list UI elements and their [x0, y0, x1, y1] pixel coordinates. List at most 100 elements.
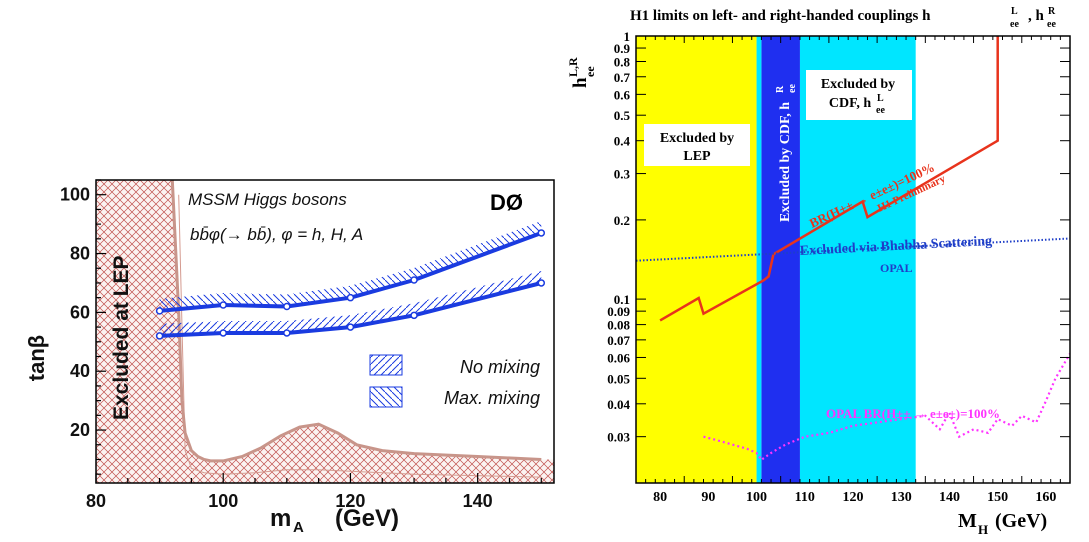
data-point	[537, 279, 546, 287]
y-tick-label: 0.9	[614, 41, 631, 56]
opal-br-curve	[703, 353, 1070, 462]
svg-text:ee: ee	[876, 105, 885, 116]
exclusion-band-1	[761, 36, 800, 483]
svg-text:L,R: L,R	[566, 57, 580, 77]
y-tick-label: 0.5	[614, 108, 631, 123]
data-point	[410, 311, 418, 320]
svg-text:Excluded by: Excluded by	[821, 77, 895, 92]
x-tick-label: 120	[335, 491, 365, 511]
svg-text:ee: ee	[1010, 19, 1019, 30]
legend-max-mixing: Max. mixing	[444, 388, 540, 408]
band-label-lep: Excluded by LEP	[644, 124, 750, 166]
y-tick-label: 0.03	[607, 430, 630, 445]
data-point	[155, 332, 164, 340]
x-tick-label: 100	[746, 490, 767, 505]
svg-text:H: H	[978, 522, 988, 537]
legend-swatch-no-mixing	[369, 354, 403, 376]
data-point	[283, 302, 291, 311]
left-experiment-label: DØ	[490, 190, 523, 215]
right-x-axis-label: M H (GeV)	[958, 510, 1047, 537]
svg-text:L: L	[1011, 6, 1018, 17]
y-tick-label: 0.1	[614, 292, 630, 307]
series-line-no-mixing	[159, 281, 542, 338]
legend-swatch-max-mixing	[369, 386, 403, 408]
y-tick-label: 40	[70, 361, 90, 381]
svg-text:OPAL: OPAL	[880, 261, 912, 275]
y-tick-label: 0.07	[607, 333, 630, 348]
svg-text:ee: ee	[583, 66, 597, 77]
y-tick-label: 80	[70, 244, 90, 264]
svg-text:h: h	[570, 77, 591, 88]
data-point	[155, 307, 164, 315]
data-point	[219, 301, 227, 309]
right-title: H1 limits on left- and right-handed coup…	[630, 6, 1056, 30]
left-x-axis-label: m A (GeV)	[270, 505, 399, 536]
svg-text:Excluded by CDF, h: Excluded by CDF, h	[778, 102, 793, 222]
svg-text:L: L	[877, 93, 884, 104]
x-tick-label: 140	[463, 491, 493, 511]
band-label-cdf-hl: Excluded by CDF, h L ee	[806, 70, 912, 120]
band-label-cdf-hr: Excluded by CDF, h R ee	[775, 84, 798, 222]
excluded-band-no-mixing	[159, 271, 542, 336]
left-chart: 80 100 120 140 20 40 60 80 100 MSSM Higgs bosons…	[24, 179, 555, 536]
data-point	[283, 329, 291, 337]
y-tick-label: 0.2	[614, 213, 630, 228]
svg-text:H1 limits on left- and right-h: H1 limits on left- and right-handed coup…	[630, 8, 931, 24]
x-tick-label: 150	[987, 490, 1008, 505]
svg-text:R: R	[1048, 6, 1056, 17]
x-tick-label: 130	[891, 490, 912, 505]
x-tick-label: 140	[939, 490, 960, 505]
y-tick-label: 60	[70, 302, 90, 322]
label-opal-br: OPAL BR(H±± → e±e±)=100%	[826, 406, 1000, 421]
y-tick-label: 0.4	[614, 134, 631, 149]
x-tick-label: 90	[701, 490, 715, 505]
right-y-axis-label: h L,R ee	[566, 57, 597, 88]
exclusion-band-2	[756, 36, 762, 483]
left-plot-frame	[95, 179, 555, 484]
x-tick-label: 120	[843, 490, 864, 505]
y-tick-label: 0.08	[607, 318, 630, 333]
data-point	[346, 323, 355, 331]
svg-text:Excluded by: Excluded by	[660, 131, 734, 146]
lep-inner-boundary	[178, 194, 542, 478]
legend-no-mixing: No mixing	[460, 357, 540, 377]
right-chart: 80 90 100 110 120 130 140 150 160 0.03 0.04 0.05 0.0…	[566, 6, 1071, 537]
y-tick-label: 0.06	[607, 350, 630, 365]
svg-text:R: R	[775, 85, 786, 93]
y-tick-label: 0.8	[614, 54, 631, 69]
y-tick-label: 0.6	[614, 87, 631, 102]
x-tick-label: 110	[795, 490, 815, 505]
x-tick-label: 160	[1035, 490, 1056, 505]
svg-text:(GeV): (GeV)	[995, 510, 1047, 532]
y-tick-label: 0.7	[614, 70, 631, 85]
svg-text:M: M	[958, 510, 977, 532]
svg-text:m: m	[270, 505, 291, 532]
svg-text:ee: ee	[1047, 19, 1056, 30]
data-point	[219, 329, 227, 337]
data-point	[537, 229, 546, 237]
y-tick-label: 0.05	[607, 371, 630, 386]
x-tick-label: 100	[208, 491, 238, 511]
left-y-axis-label: tanβ	[24, 335, 49, 381]
x-tick-label: 80	[653, 490, 667, 505]
svg-text:(GeV): (GeV)	[335, 505, 399, 532]
x-tick-label: 80	[86, 491, 106, 511]
series-line-max-mixing	[159, 231, 542, 313]
svg-text:LEP: LEP	[683, 149, 711, 164]
y-tick-label: 0.09	[607, 304, 630, 319]
bhabha-opal-line	[636, 237, 1070, 262]
svg-text:ee: ee	[787, 84, 798, 93]
lep-boundary-curve	[170, 180, 542, 463]
right-plot-frame	[635, 35, 1071, 484]
left-legend: No mixing Max. mixing	[369, 354, 540, 408]
left-excluded-lep-label: Excluded at LEP	[110, 255, 133, 420]
y-tick-label: 20	[70, 420, 90, 440]
y-tick-label: 1	[624, 29, 631, 44]
y-tick-label: 100	[60, 185, 90, 205]
data-point	[346, 293, 355, 302]
svg-text:A: A	[293, 519, 304, 536]
data-point	[410, 276, 418, 284]
svg-text:, h: , h	[1028, 8, 1045, 24]
